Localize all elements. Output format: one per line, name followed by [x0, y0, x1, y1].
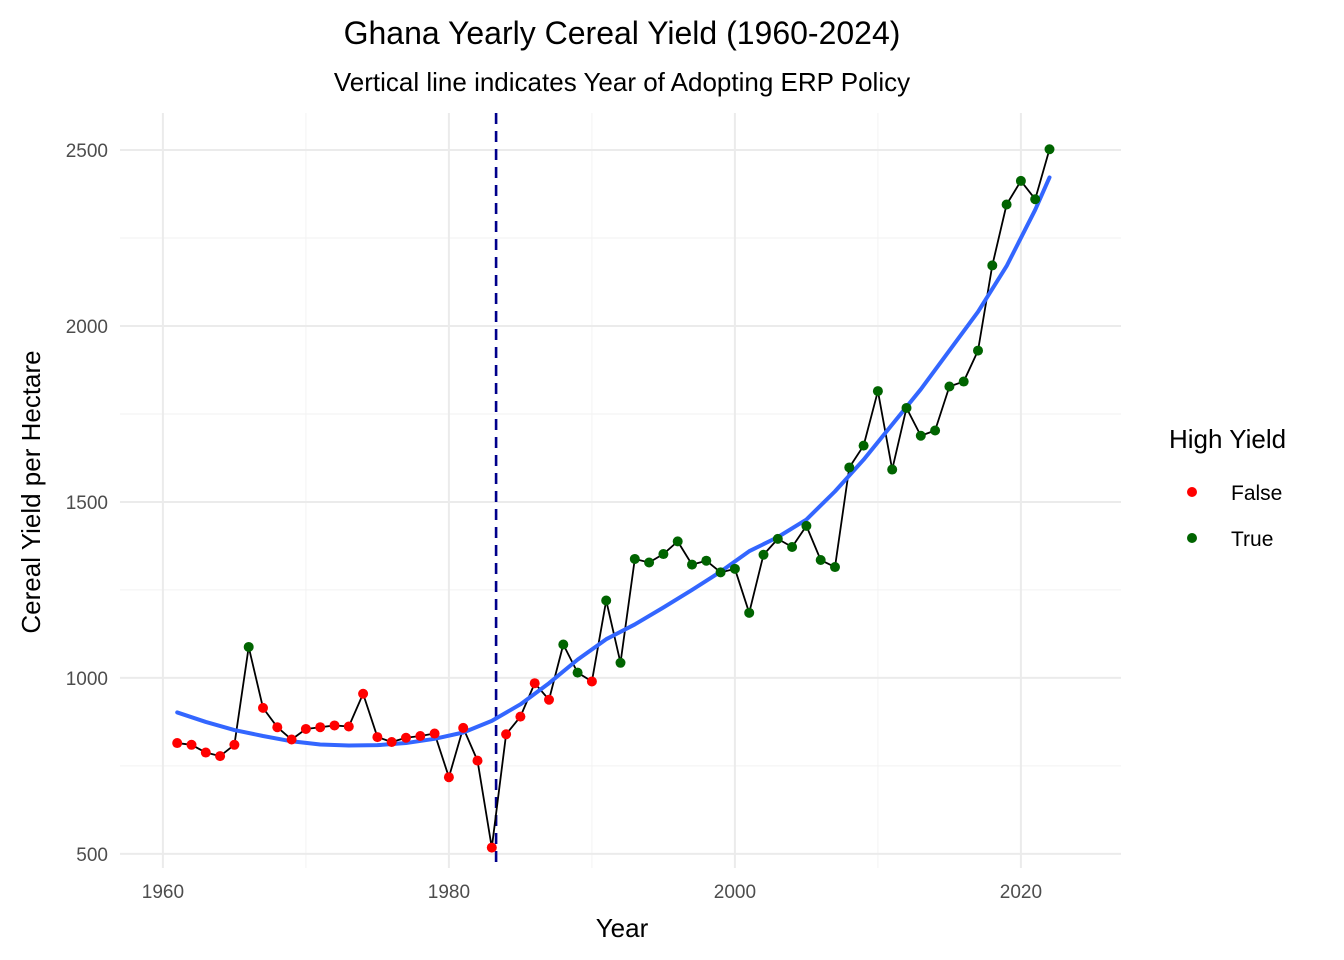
legend-key-true: [1187, 533, 1197, 543]
data-point-true: [930, 425, 941, 436]
data-point-false: [586, 676, 597, 687]
data-point-true: [1044, 144, 1055, 155]
data-point-false: [258, 702, 268, 713]
data-point-true: [901, 402, 912, 413]
x-tick-label: 1980: [428, 882, 470, 903]
data-point-false: [343, 721, 354, 732]
data-point-true: [872, 386, 883, 397]
data-point-true: [658, 549, 669, 560]
data-point-true: [944, 381, 955, 392]
data-point-false: [172, 738, 183, 749]
data-point-true: [1030, 194, 1041, 205]
data-point-true: [687, 559, 697, 570]
data-point-false: [429, 728, 440, 739]
chart-title: Ghana Yearly Cereal Yield (1960-2024): [344, 15, 901, 51]
data-point-true: [758, 549, 769, 560]
data-point-true: [973, 345, 983, 356]
data-point-false: [329, 720, 340, 731]
chart-subtitle: Vertical line indicates Year of Adopting…: [334, 67, 910, 97]
x-tick-label: 2000: [714, 882, 756, 903]
data-point-true: [672, 536, 683, 547]
data-point-false: [215, 751, 226, 762]
y-tick-label: 2500: [66, 141, 108, 162]
data-point-true: [572, 667, 583, 678]
data-point-true: [987, 260, 998, 271]
data-point-true: [601, 595, 612, 606]
data-point-false: [443, 772, 454, 783]
legend: High Yield False True: [1169, 424, 1286, 551]
tick-labels: 1960 1980 2000 2020 500 1000 1500 2000 2500: [66, 141, 1042, 903]
data-point-true: [958, 376, 969, 387]
trend-polyline: [175, 175, 1052, 748]
data-point-false: [286, 734, 297, 745]
data-point-false: [315, 722, 326, 733]
legend-label-true: True: [1231, 528, 1273, 551]
data-points: [172, 144, 1055, 853]
data-point-true: [558, 639, 569, 650]
y-tick-label: 2000: [66, 317, 108, 338]
data-point-true: [1001, 199, 1012, 210]
data-point-true: [701, 555, 712, 566]
x-tick-label: 2020: [1000, 882, 1042, 903]
legend-entries: False True: [1187, 482, 1282, 551]
data-point-true: [815, 555, 826, 566]
data-point-false: [415, 731, 426, 742]
minor-gridlines: [120, 113, 1121, 868]
data-point-false: [186, 739, 197, 750]
data-point-true: [629, 553, 640, 564]
data-point-true: [887, 464, 898, 475]
data-point-true: [1015, 175, 1026, 186]
data-point-false: [386, 736, 397, 747]
x-axis-title: Year: [596, 913, 649, 943]
y-tick-label: 1000: [66, 669, 108, 690]
data-point-false: [472, 755, 483, 766]
data-point-true: [644, 557, 655, 568]
data-point-false: [515, 711, 526, 722]
data-point-true: [772, 533, 783, 544]
data-point-false: [358, 688, 369, 699]
legend-label-false: False: [1231, 482, 1282, 505]
data-point-false: [272, 722, 283, 733]
data-point-false: [300, 723, 311, 734]
major-gridlines: [120, 113, 1121, 868]
legend-key-false: [1187, 487, 1197, 497]
data-point-true: [801, 520, 812, 531]
data-point-true: [729, 563, 740, 574]
data-point-false: [372, 732, 383, 743]
data-point-true: [715, 567, 726, 578]
data-point-false: [501, 729, 512, 740]
data-point-false: [529, 678, 540, 689]
data-point-false: [544, 694, 554, 705]
y-tick-label: 1500: [66, 493, 108, 514]
data-point-true: [615, 657, 626, 668]
data-point-true: [915, 430, 926, 441]
y-axis-title: Cereal Yield per Hectare: [16, 350, 46, 633]
y-tick-label: 500: [76, 845, 108, 866]
data-point-true: [243, 641, 254, 652]
data-point-true: [844, 462, 855, 473]
data-point-true: [830, 562, 840, 573]
data-point-false: [458, 722, 469, 733]
data-point-false: [486, 842, 497, 853]
legend-title: High Yield: [1169, 424, 1286, 454]
data-point-false: [229, 739, 240, 750]
data-point-true: [858, 440, 869, 451]
x-tick-label: 1960: [142, 882, 184, 903]
data-point-true: [787, 541, 798, 552]
data-point-false: [401, 732, 411, 743]
data-point-true: [744, 607, 755, 618]
data-point-false: [200, 747, 211, 758]
trend-line: [175, 175, 1052, 748]
